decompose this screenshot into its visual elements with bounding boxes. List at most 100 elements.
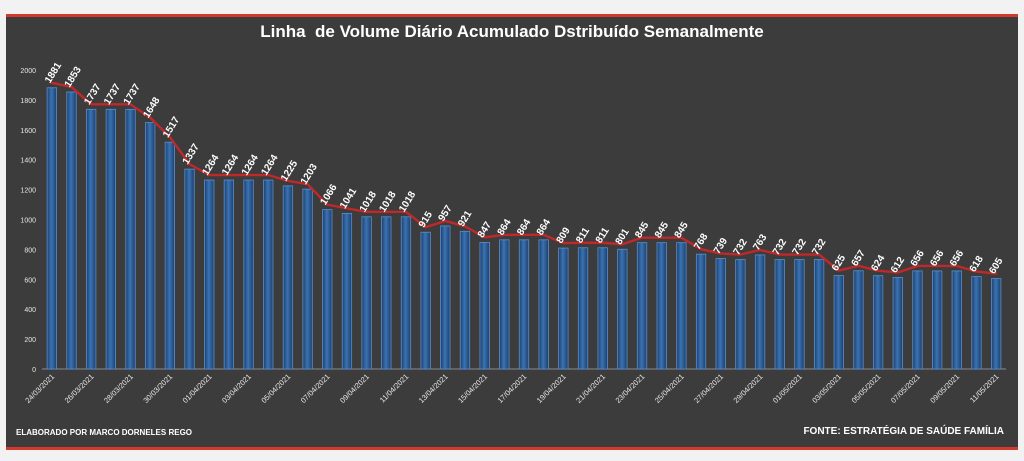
- data-label: 1648: [141, 95, 162, 120]
- data-label: 1737: [122, 82, 143, 107]
- data-label: 801: [614, 226, 632, 246]
- data-label: 1853: [63, 64, 84, 89]
- bar: [735, 259, 746, 370]
- y-tick-label: 1200: [20, 188, 36, 195]
- data-label: 1881: [43, 60, 64, 85]
- data-label: 1203: [299, 162, 320, 187]
- bar: [932, 270, 943, 370]
- x-tick-label: 01/05/2021: [771, 372, 804, 405]
- y-tick-label: 1600: [20, 128, 36, 135]
- bar: [538, 239, 549, 370]
- bar: [873, 275, 884, 370]
- x-tick-label: 29/04/2021: [732, 372, 765, 405]
- bar: [754, 254, 766, 370]
- x-tick-label: 09/04/2021: [338, 372, 371, 405]
- bar: [912, 270, 923, 370]
- bar: [518, 239, 530, 370]
- data-label: 1041: [338, 186, 359, 211]
- x-tick-label: 17/04/2021: [496, 372, 529, 405]
- x-tick-label: 05/05/2021: [850, 372, 883, 405]
- bar: [617, 248, 628, 370]
- bar: [676, 242, 687, 370]
- x-tick-label: 27/04/2021: [692, 372, 725, 405]
- data-label: 921: [456, 209, 474, 229]
- bar: [577, 247, 589, 370]
- data-label: 657: [850, 248, 868, 268]
- bar: [184, 168, 195, 370]
- x-tick-label: 07/04/2021: [299, 372, 332, 405]
- x-tick-label: 03/04/2021: [220, 372, 253, 405]
- x-tick-label: 09/05/2021: [928, 372, 961, 405]
- data-label: 1225: [279, 158, 300, 183]
- bar: [145, 122, 156, 370]
- y-tick-label: 1000: [20, 218, 36, 225]
- y-tick-label: 600: [24, 277, 36, 284]
- x-axis: 24/03/2021 26/03/2021 28/03/2021 30/03/2021…: [23, 372, 1000, 405]
- bar: [204, 179, 215, 370]
- bar: [46, 87, 57, 370]
- trend-line-group: [50, 81, 998, 275]
- x-tick-label: 11/05/2021: [968, 372, 1001, 405]
- credit-text: ELABORADO POR MARCO DORNELES REGO: [16, 428, 193, 437]
- trend-line: [50, 81, 998, 275]
- bar: [774, 259, 785, 370]
- bar: [813, 259, 825, 370]
- bar: [66, 91, 77, 370]
- source-text: FONTE: ESTRATÉGIA DE SAÚDE FAMÍLIA: [803, 426, 1004, 437]
- data-label: 612: [889, 255, 907, 275]
- bar: [86, 108, 97, 370]
- bar: [381, 216, 392, 370]
- bar: [164, 141, 175, 370]
- data-label: 1517: [161, 115, 182, 140]
- y-tick-label: 400: [24, 307, 36, 314]
- y-tick-label: 200: [24, 337, 36, 344]
- x-tick-label: 23/04/2021: [614, 372, 647, 405]
- x-tick-label: 05/04/2021: [259, 372, 292, 405]
- data-label: 763: [751, 232, 769, 252]
- x-tick-label: 07/05/2021: [889, 372, 922, 405]
- data-label: 656: [948, 248, 966, 268]
- data-label: 1018: [397, 189, 418, 214]
- x-tick-label: 21/04/2021: [574, 372, 607, 405]
- y-tick-label: 2000: [20, 68, 36, 75]
- bar: [853, 270, 864, 370]
- bar: [223, 179, 235, 370]
- bar: [991, 278, 1002, 370]
- bar: [459, 230, 471, 370]
- data-label: 1066: [318, 182, 339, 207]
- bar: [302, 188, 313, 370]
- x-tick-label: 30/03/2021: [141, 372, 174, 405]
- bar: [263, 179, 274, 370]
- bar: [105, 108, 116, 370]
- bar: [892, 277, 903, 370]
- bar: [322, 209, 333, 370]
- x-tick-label: 26/03/2021: [63, 372, 96, 405]
- bar: [636, 242, 648, 370]
- x-tick-label: 13/04/2021: [417, 372, 450, 405]
- data-label: 1337: [181, 142, 202, 167]
- x-tick-label: 25/04/2021: [653, 372, 686, 405]
- x-tick-label: 28/03/2021: [102, 372, 135, 405]
- y-tick-label: 0: [32, 367, 36, 374]
- bar: [499, 239, 510, 370]
- bar: [656, 242, 667, 370]
- bar: [243, 179, 254, 370]
- bar: [794, 259, 805, 370]
- bar: [597, 247, 608, 370]
- bar: [479, 241, 490, 370]
- y-tick-label: 1400: [20, 158, 36, 165]
- x-tick-label: 24/03/2021: [23, 372, 56, 405]
- x-tick-label: 19/04/2021: [535, 372, 568, 405]
- bar: [125, 108, 136, 370]
- data-label: 864: [535, 217, 553, 237]
- x-tick-label: 15/04/2021: [456, 372, 489, 405]
- data-label: 768: [692, 231, 710, 251]
- data-label: 605: [987, 256, 1005, 276]
- bar: [833, 275, 844, 370]
- bar: [951, 270, 962, 370]
- bar: [695, 253, 707, 370]
- bar: [558, 247, 569, 370]
- y-tick-label: 1800: [20, 98, 36, 105]
- data-label: 915: [417, 209, 435, 229]
